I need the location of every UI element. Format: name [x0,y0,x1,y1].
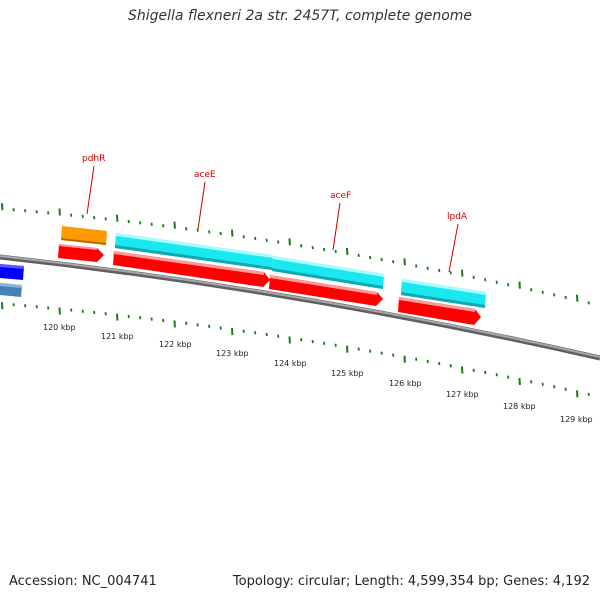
scale-label-127: 127 kbp [446,390,479,399]
gene-label-leaders [86,165,459,273]
scale-label-129: 129 kbp [560,415,593,424]
scale-labels: 120 kbp 121 kbp 122 kbp 123 kbp 124 kbp … [43,323,593,424]
scale-label-122: 122 kbp [159,340,192,349]
gene-label-aceF: aceF [330,191,351,201]
gene-lpdA-feature[interactable] [401,279,486,308]
gene-label-aceE: aceE [194,170,216,180]
scale-label-125: 125 kbp [331,369,364,378]
accession-text: Accession: NC_004741 [9,574,157,589]
cds-aceE-arrow[interactable] [113,251,270,287]
gene-aceE-feature[interactable] [115,233,273,270]
cds-lpdA-arrow[interactable] [398,297,481,325]
cds-pdhR-arrow[interactable] [58,244,104,262]
gene-partial-blue[interactable] [0,264,24,280]
gene-pdhR-feature[interactable] [61,226,107,245]
cds-aceF-arrow[interactable] [269,275,383,306]
map-title: Shigella flexneri 2a str. 2457T, complet… [127,8,473,24]
outer-tick-marks [1,203,590,305]
gene-aceF-feature[interactable] [272,256,384,289]
scale-label-124: 124 kbp [274,359,307,368]
genome-summary-text: Topology: circular; Length: 4,599,354 bp… [232,574,590,589]
gene-partial-steelblue[interactable] [0,283,22,297]
scale-label-123: 123 kbp [216,349,249,358]
scale-label-121: 121 kbp [101,332,134,341]
genome-backbone [0,254,600,361]
gene-label-lpdA: lpdA [447,212,468,222]
scale-label-120: 120 kbp [43,323,76,332]
gene-label-pdhR: pdhR [82,154,105,164]
inner-tick-marks [1,302,590,398]
scale-label-126: 126 kbp [389,379,422,388]
scale-label-128: 128 kbp [503,402,536,411]
